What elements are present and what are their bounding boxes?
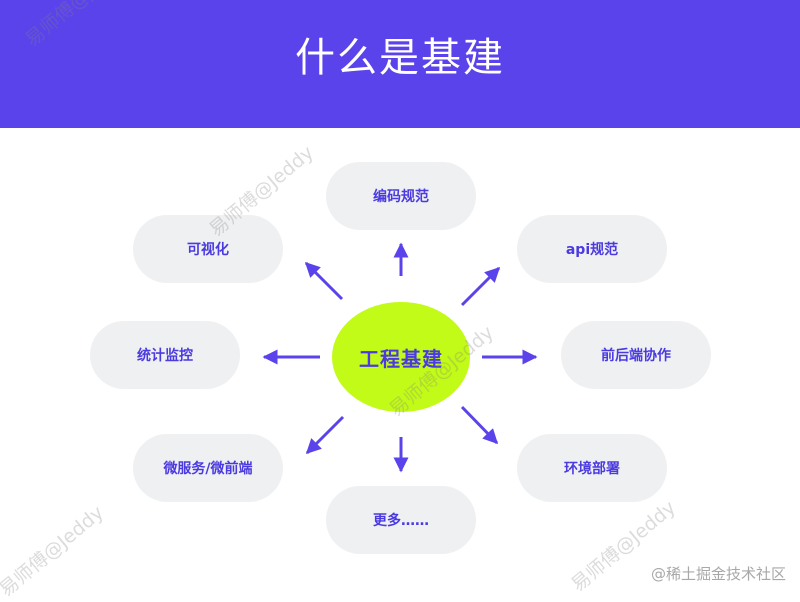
node-visualization: 可视化 bbox=[133, 215, 283, 283]
center-node-engineering-infra: 工程基建 bbox=[332, 302, 470, 412]
node-frontend-backend: 前后端协作 bbox=[561, 321, 711, 389]
node-coding-standards: 编码规范 bbox=[326, 162, 476, 230]
header-banner: 什么是基建 bbox=[0, 0, 800, 128]
arrow-down-left bbox=[305, 415, 345, 455]
arrow-up-left bbox=[304, 261, 344, 301]
page-title: 什么是基建 bbox=[295, 35, 505, 81]
node-environment-deploy: 环境部署 bbox=[517, 434, 667, 502]
node-microservices: 微服务/微前端 bbox=[133, 434, 283, 502]
arrow-down-right bbox=[460, 405, 499, 445]
node-monitoring: 统计监控 bbox=[90, 321, 240, 389]
site-watermark: @稀土掘金技术社区 bbox=[650, 565, 786, 583]
node-more: 更多…… bbox=[326, 486, 476, 554]
arrow-up-right bbox=[460, 266, 501, 307]
node-api-standards: api规范 bbox=[517, 215, 667, 283]
